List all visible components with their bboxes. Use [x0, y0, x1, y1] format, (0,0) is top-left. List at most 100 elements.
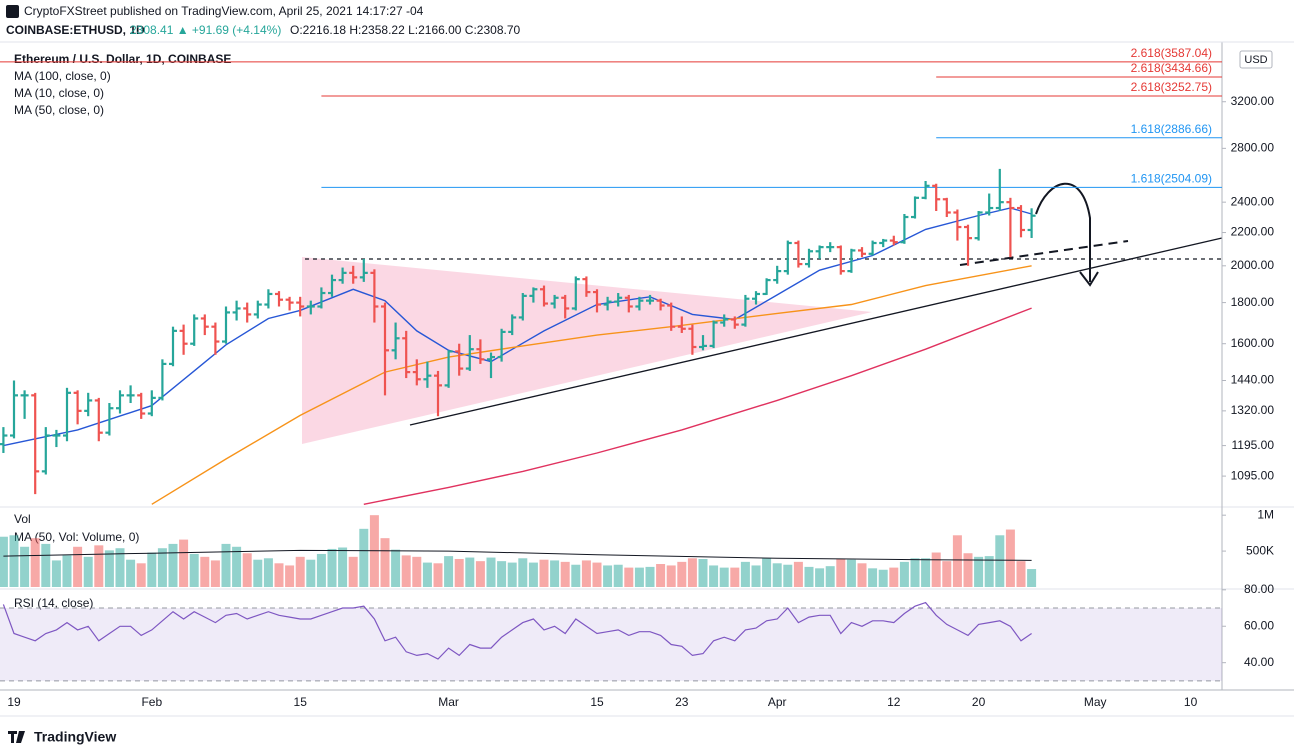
y-tick-label: 1M: [1257, 507, 1274, 521]
volume-bar: [931, 552, 941, 587]
volume-bar: [793, 561, 803, 587]
moving-average: [151, 265, 1032, 505]
volume-bar: [889, 567, 899, 587]
legend-entry: MA (10, close, 0): [14, 86, 104, 100]
volume-bar: [179, 539, 189, 587]
x-tick-label: May: [1084, 695, 1107, 709]
volume-bar: [115, 548, 125, 587]
volume-title: Vol: [14, 512, 31, 526]
publisher-icon: [6, 5, 19, 18]
volume-bar: [422, 562, 432, 587]
y-tick-label: 60.00: [1244, 618, 1274, 632]
fib-level-label: 1.618(2504.09): [1131, 172, 1212, 186]
volume-bar: [94, 545, 104, 587]
y-tick-label: 1600.00: [1231, 336, 1275, 350]
volume-bar: [603, 565, 613, 587]
volume-bar: [1016, 561, 1026, 587]
volume-bar: [666, 565, 676, 587]
currency-label[interactable]: USD: [1244, 54, 1267, 66]
volume-bar: [73, 546, 83, 587]
volume-bar: [454, 558, 464, 587]
volume-bar: [41, 543, 51, 587]
volume-bar: [815, 568, 825, 587]
neckline: [959, 240, 1129, 266]
volume-bar: [528, 562, 538, 587]
volume-bar: [0, 536, 8, 587]
volume-bar: [581, 560, 591, 587]
volume-bar: [147, 552, 157, 587]
price-change: 2308.41 ▲ +91.69 (+4.14%): [130, 23, 281, 37]
volume-bar: [878, 569, 888, 587]
volume-bar: [465, 557, 475, 587]
volume-bar: [348, 556, 358, 587]
volume-bar: [1027, 569, 1037, 587]
y-tick-label: 3200.00: [1231, 94, 1275, 108]
projection-arrow: [1035, 182, 1091, 282]
y-tick-label: 500K: [1246, 543, 1274, 557]
brand-logo: [8, 731, 25, 743]
volume-bar: [189, 553, 199, 587]
volume-bar: [677, 561, 687, 587]
moving-average: [363, 307, 1032, 505]
chart-title: Ethereum / U.S. Dollar, 1D, COINBASE: [14, 52, 231, 66]
volume-bar: [634, 567, 644, 587]
published-info: CryptoFXStreet published on TradingView.…: [24, 4, 424, 18]
x-tick-label: 23: [675, 695, 689, 709]
volume-bar: [51, 560, 61, 587]
volume-bar: [1005, 529, 1015, 587]
arrow-head: [1079, 271, 1099, 287]
volume-bar: [846, 559, 856, 587]
rsi-band: [0, 608, 1222, 681]
volume-bar: [719, 567, 729, 587]
volume-bar: [380, 538, 390, 587]
volume-bar: [263, 558, 273, 587]
volume-bar: [433, 563, 443, 587]
volume-bar: [984, 556, 994, 587]
volume-bar: [952, 535, 962, 587]
x-tick-label: Feb: [141, 695, 162, 709]
volume-bar: [857, 563, 867, 587]
currency-box[interactable]: [1239, 50, 1273, 69]
volume-bar: [507, 562, 517, 587]
volume-bar: [316, 553, 326, 587]
volume-bar: [740, 561, 750, 587]
volume-bar: [168, 543, 178, 587]
volume-bar: [645, 566, 655, 587]
triangle-pattern: [302, 257, 872, 444]
volume-bar: [210, 560, 220, 587]
x-tick-label: 15: [590, 695, 604, 709]
volume-bar: [391, 549, 401, 587]
x-tick-label: Mar: [438, 695, 459, 709]
y-tick-label: 2000.00: [1231, 258, 1275, 272]
volume-bar: [921, 558, 931, 587]
volume-bar: [963, 553, 973, 587]
volume-bar: [995, 535, 1005, 587]
volume-ma-legend: MA (50, Vol: Volume, 0): [14, 530, 139, 544]
volume-bar: [825, 566, 835, 587]
legend-entry: MA (50, close, 0): [14, 103, 104, 117]
volume-bar: [518, 558, 528, 587]
volume-bar: [730, 567, 740, 587]
volume-bar: [497, 561, 507, 587]
y-tick-label: 2400.00: [1231, 194, 1275, 208]
volume-bar: [836, 558, 846, 587]
volume-bar: [9, 535, 19, 587]
legend-entry: MA (100, close, 0): [14, 69, 111, 83]
y-tick-label: 1095.00: [1231, 468, 1275, 482]
volume-bar: [126, 559, 136, 587]
volume-bar: [783, 564, 793, 587]
ohlc-values: O:2216.18 H:2358.22 L:2166.00 C:2308.70: [290, 23, 521, 37]
volume-bar: [274, 563, 284, 587]
fib-level-label: 2.618(3587.04): [1131, 46, 1212, 60]
x-tick-label: 15: [294, 695, 308, 709]
volume-bar: [62, 555, 72, 587]
volume-bar: [200, 556, 210, 587]
volume-bar: [359, 528, 369, 587]
fib-level-label: 2.618(3252.75): [1131, 80, 1212, 94]
volume-bar: [762, 558, 772, 587]
volume-bar: [83, 556, 93, 587]
volume-bar: [20, 546, 30, 587]
